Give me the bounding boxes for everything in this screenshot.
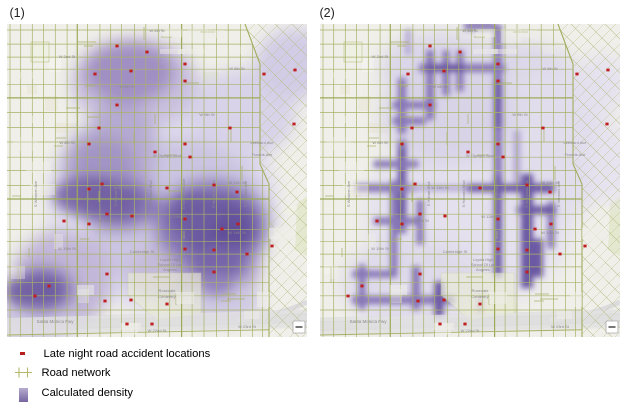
svg-text:Rosedale: Rosedale [159,288,177,293]
svg-text:W 23rd St: W 23rd St [238,324,257,329]
svg-text:Angeles: Angeles [163,268,177,272]
svg-text:W 11th St: W 11th St [228,180,246,185]
svg-text:W 11th St: W 11th St [118,185,136,190]
svg-text:Santa Monica Fwy: Santa Monica Fwy [36,319,74,324]
svg-text:School Of Los: School Of Los [158,263,182,267]
svg-text:W 14th St: W 14th St [541,230,559,235]
svg-text:W 14th St: W 14th St [228,230,246,235]
svg-text:S Mariposa Ave: S Mariposa Ave [524,179,529,208]
svg-text:W 8th St: W 8th St [372,140,388,145]
svg-text:W 8th St: W 8th St [542,66,558,71]
svg-text:W 6th St: W 6th St [119,84,135,89]
svg-text:S Normandie Ave: S Normandie Ave [494,178,499,210]
svg-text:W 11th St: W 11th St [431,185,449,190]
svg-text:W 22nd St: W 22nd St [148,328,168,333]
svg-text:School Of Los: School Of Los [471,263,495,267]
svg-text:S Hobart Blvd: S Hobart Blvd [113,182,118,207]
svg-text:Santa Monica Fwy: Santa Monica Fwy [349,319,387,324]
svg-text:W 11th St: W 11th St [541,180,559,185]
svg-text:W 9th St: W 9th St [199,112,215,117]
svg-text:Cemetery: Cemetery [158,294,175,299]
svg-text:W 9th St: W 9th St [512,112,528,117]
svg-text:Rosedale: Rosedale [472,288,490,293]
svg-text:W 4th St: W 4th St [462,28,478,33]
svg-text:W 8th St: W 8th St [59,140,75,145]
svg-text:W 12th St: W 12th St [98,218,116,223]
svg-text:Cambridge St: Cambridge St [443,249,468,254]
svg-text:Francis Ave: Francis Ave [565,152,587,157]
svg-text:S Vermont Ave: S Vermont Ave [556,180,561,207]
svg-text:S Harvard Blvd: S Harvard Blvd [461,181,466,208]
svg-text:Cambridge St: Cambridge St [130,249,155,254]
svg-text:Angeles: Angeles [476,268,490,272]
svg-text:S Oxford Ave: S Oxford Ave [398,181,403,205]
svg-text:W 15th St: W 15th St [58,246,76,251]
svg-text:S Western Ave: S Western Ave [33,180,38,207]
svg-text:Leeward Ave: Leeward Ave [250,140,274,145]
svg-text:S Vermont Ave: S Vermont Ave [243,180,248,207]
svg-text:Loyola High: Loyola High [160,258,180,262]
svg-text:W 2nd St: W 2nd St [59,54,76,59]
svg-text:W 2nd St: W 2nd St [372,54,389,59]
svg-text:Cemetery: Cemetery [471,294,488,299]
svg-text:W 4th St: W 4th St [149,28,165,33]
svg-text:W 15th St: W 15th St [371,246,389,251]
svg-text:W 6th St: W 6th St [432,84,448,89]
svg-text:W Olympic Blvd: W Olympic Blvd [466,153,494,158]
svg-text:S Normandie Ave: S Normandie Ave [181,178,186,210]
svg-text:S Hobart Blvd: S Hobart Blvd [426,182,431,207]
svg-text:Leeward Ave: Leeward Ave [563,140,587,145]
svg-text:S Harvard Blvd: S Harvard Blvd [148,181,153,208]
svg-text:W 12th St: W 12th St [411,218,429,223]
svg-text:W 8th St: W 8th St [229,66,245,71]
svg-text:W 12th St: W 12th St [168,214,186,219]
svg-text:W 23rd St: W 23rd St [551,324,570,329]
svg-text:S Mariposa Ave: S Mariposa Ave [211,179,216,208]
svg-text:S Western Ave: S Western Ave [346,180,351,207]
svg-text:W 12th St: W 12th St [481,214,499,219]
svg-text:S Oxford Ave: S Oxford Ave [85,181,90,205]
svg-text:Loyola High: Loyola High [473,258,493,262]
svg-text:W 22nd St: W 22nd St [461,328,481,333]
svg-text:W Olympic Blvd: W Olympic Blvd [153,153,181,158]
svg-text:Francis Ave: Francis Ave [252,152,274,157]
